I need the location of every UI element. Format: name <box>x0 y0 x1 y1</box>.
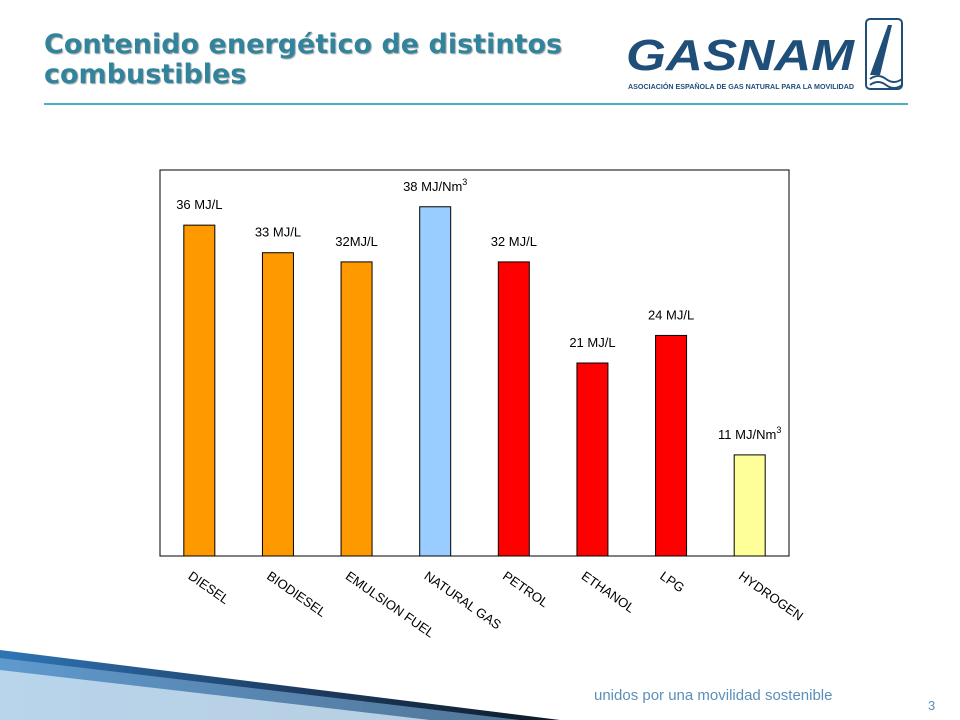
title-divider <box>44 103 908 105</box>
x-tick-label: DIESEL <box>186 568 232 607</box>
bar-natural-gas <box>419 206 452 557</box>
bar-petrol <box>497 261 530 557</box>
data-label: 32 MJ/L <box>491 234 537 249</box>
bar-biodiesel <box>261 252 294 557</box>
bar-hydrogen <box>733 454 766 557</box>
bar-lpg <box>655 334 688 557</box>
bar-ethanol <box>576 362 609 557</box>
data-label: 21 MJ/L <box>569 335 615 350</box>
x-tick-label: BIODIESEL <box>264 568 329 620</box>
gasnam-logo: GASNAM ASOCIACIÓN ESPAÑOLA DE GAS NATURA… <box>608 15 908 99</box>
footer-tagline: unidos por una movilidad sostenible <box>594 687 833 704</box>
decorative-ribbon <box>0 650 560 720</box>
page-number: 3 <box>928 698 936 713</box>
x-tick-label: ETHANOL <box>579 568 638 616</box>
x-tick-label: NATURAL GAS <box>421 568 504 632</box>
data-label: 33 MJ/L <box>255 225 301 240</box>
data-label: 32MJ/L <box>335 234 378 249</box>
slide-title: Contenido energético de distintos combus… <box>44 29 563 90</box>
road-emblem-icon <box>865 18 903 90</box>
x-tick-label: LPG <box>657 568 687 595</box>
bar-diesel <box>183 224 216 557</box>
data-label: 38 MJ/Nm3 <box>403 177 467 194</box>
x-tick-label: HYDROGEN <box>736 568 806 623</box>
data-label: 11 MJ/Nm3 <box>718 425 781 442</box>
x-tick-label: PETROL <box>500 568 551 610</box>
logo-wordmark: GASNAM <box>626 31 856 80</box>
data-label: 24 MJ/L <box>648 307 694 322</box>
logo-subtitle: ASOCIACIÓN ESPAÑOLA DE GAS NATURAL PARA … <box>628 82 855 91</box>
bar-emulsion-fuel <box>340 261 373 557</box>
data-label: 36 MJ/L <box>176 197 222 212</box>
